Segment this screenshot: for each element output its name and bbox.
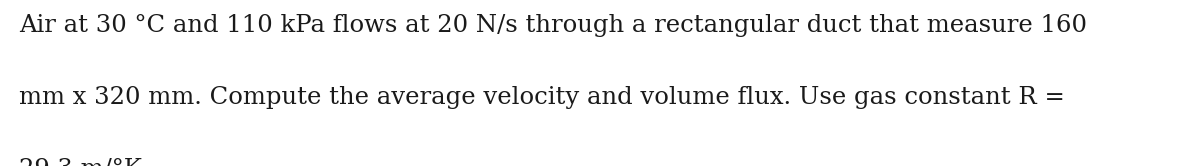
Text: Air at 30 °C and 110 kPa flows at 20 N/s through a rectangular duct that measure: Air at 30 °C and 110 kPa flows at 20 N/s…: [19, 14, 1087, 37]
Text: 29.3 m/°K.: 29.3 m/°K.: [19, 158, 150, 166]
Text: mm x 320 mm. Compute the average velocity and volume flux. Use gas constant R =: mm x 320 mm. Compute the average velocit…: [19, 86, 1066, 109]
